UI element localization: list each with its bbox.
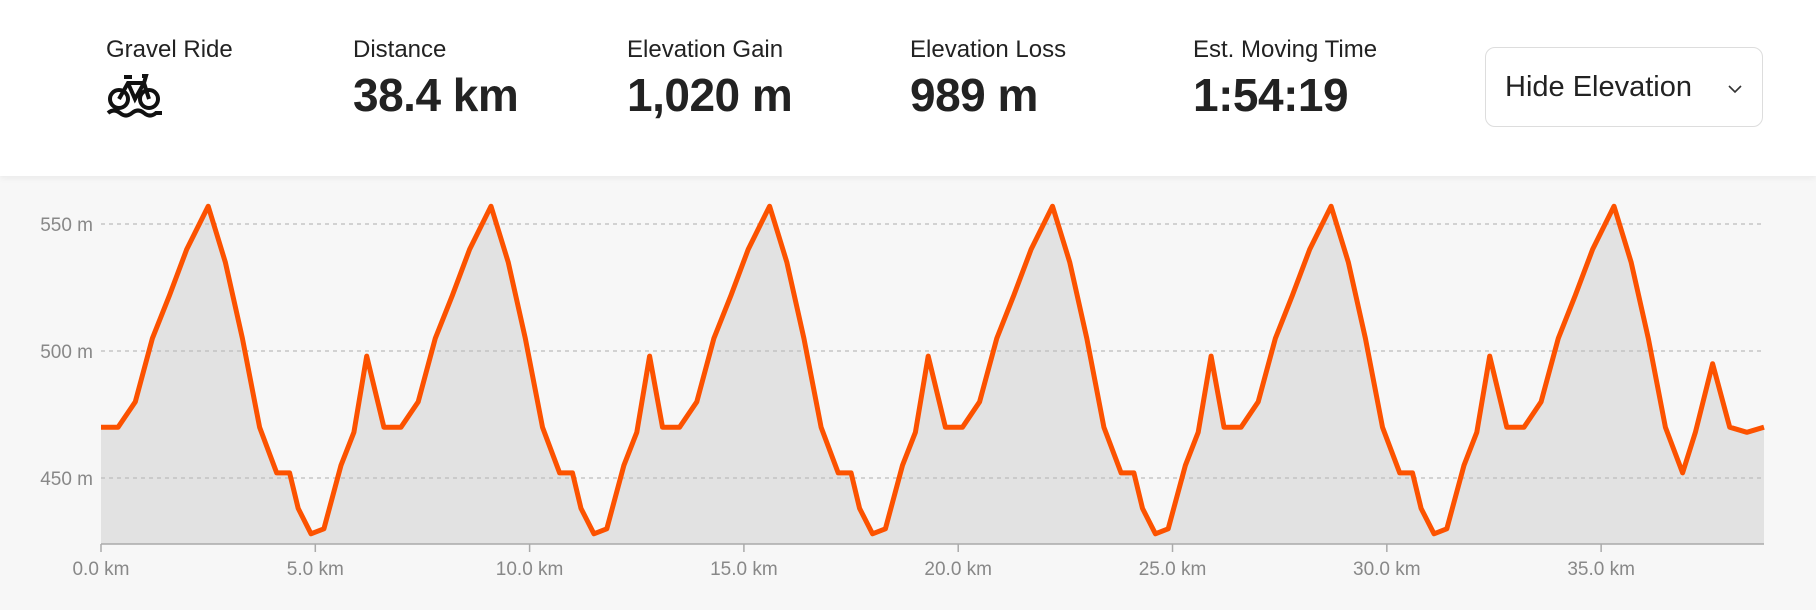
activity: Gravel Ride: [106, 36, 233, 123]
x-tick-label: 10.0 km: [496, 559, 564, 580]
x-tick-label: 35.0 km: [1567, 559, 1635, 580]
stat: Est. Moving Time 1:54:19: [1193, 36, 1377, 122]
x-tick-label: 5.0 km: [287, 559, 344, 580]
stat-label: Est. Moving Time: [1193, 36, 1378, 63]
stat-label: Elevation Loss: [910, 36, 1067, 63]
stat-label: Distance: [353, 36, 447, 63]
stat: Elevation Loss 989 m: [910, 36, 1066, 122]
button-label: Hide Elevation: [1505, 70, 1692, 103]
elevation-chart: 450 m 500 m 550 m 0.0 km 5.0 km 10.0 km 15.0 k…: [0, 176, 1816, 610]
y-tick-label: 550 m: [40, 215, 93, 236]
activity-type: Gravel Ride: [106, 36, 233, 63]
y-tick-label: 450 m: [40, 469, 93, 490]
header: Gravel Ride Distance 38.4 km Elevation Ga…: [0, 0, 1816, 176]
chevron: [1728, 85, 1742, 94]
stat-label: Elevation Gain: [627, 36, 784, 63]
y-tick-label: 500 m: [40, 342, 93, 363]
x-tick-label: 15.0 km: [710, 559, 778, 580]
bike-icon: [106, 74, 162, 118]
stat-value: 1:54:19: [1193, 69, 1349, 121]
x-tick-label: 20.0 km: [924, 559, 992, 580]
stat: Elevation Gain 1,020 m: [627, 36, 793, 122]
stat-value: 989 m: [910, 69, 1038, 121]
stat-value: 38.4 km: [353, 69, 519, 121]
x-tick-label: 0.0 km: [72, 559, 129, 580]
stat-value: 1,020 m: [627, 69, 793, 121]
x-tick-label: 30.0 km: [1353, 559, 1421, 580]
hide-elevation-button[interactable]: Hide Elevation: [1485, 47, 1763, 127]
stat: Distance 38.4 km: [353, 36, 519, 122]
x-tick-label: 25.0 km: [1139, 559, 1207, 580]
elevation-line: [101, 203, 1765, 537]
